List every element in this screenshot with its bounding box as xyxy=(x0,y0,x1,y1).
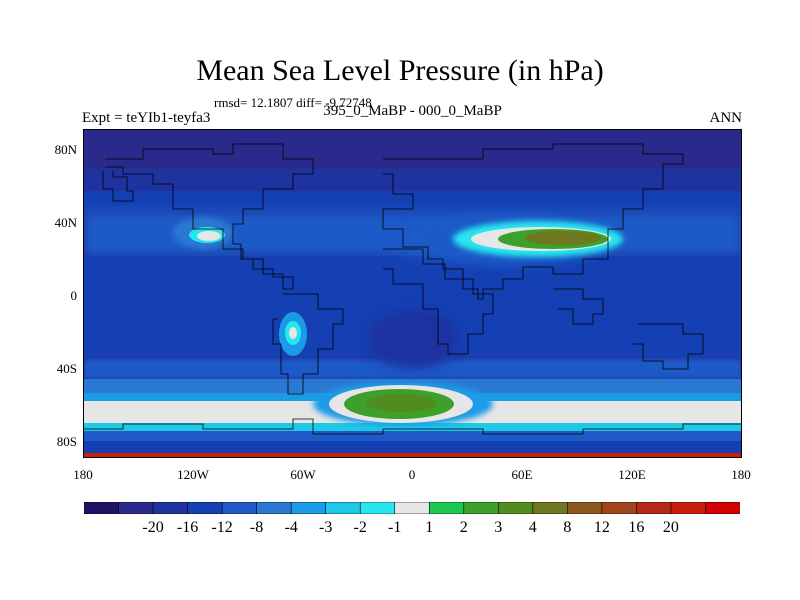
colorbar-level-label: -12 xyxy=(211,519,233,536)
lon-label-120e: 120E xyxy=(618,467,646,482)
colorbar-swatch xyxy=(532,502,569,514)
colorbar-swatch xyxy=(256,502,292,514)
colorbar-level-label: -4 xyxy=(284,519,298,536)
colorbar-level-label: -3 xyxy=(319,519,333,536)
colorbar-swatch xyxy=(290,502,327,514)
colorbar-swatch xyxy=(325,502,362,514)
pressure-map xyxy=(83,129,742,458)
map-title: Mean Sea Level Pressure (in hPa) xyxy=(196,54,604,87)
colorbar-swatch xyxy=(705,502,740,514)
colorbar-swatch xyxy=(394,502,431,514)
colorbar-level-label: 4 xyxy=(528,519,537,536)
experiment-label: Expt = teYIb1-teyfa3 xyxy=(82,110,211,126)
colorbar-swatch xyxy=(670,502,707,514)
lon-label-120w: 120W xyxy=(177,467,209,482)
colorbar-swatch xyxy=(567,502,603,514)
colorbar-swatch xyxy=(84,502,120,514)
season-label: ANN xyxy=(709,110,743,126)
colorbar xyxy=(84,502,740,514)
colorbar-level-label: -16 xyxy=(176,519,199,536)
colorbar-swatch xyxy=(428,502,465,514)
colorbar-level-label: -1 xyxy=(388,519,402,536)
lon-label-180w: 180 xyxy=(73,467,93,482)
map-subtitle: 395_0_MaBP - 000_0_MaBP xyxy=(323,103,502,119)
colorbar-swatch xyxy=(601,502,638,514)
colorbar-level-label: 16 xyxy=(628,519,645,536)
colorbar-swatch xyxy=(463,502,500,514)
colorbar-level-label: 3 xyxy=(494,519,503,536)
colorbar-level-label: 1 xyxy=(425,519,434,536)
lat-label-40n: 40N xyxy=(54,215,77,230)
colorbar-level-label: -20 xyxy=(142,519,164,536)
colorbar-swatch xyxy=(152,502,189,514)
colorbar-level-label: 8 xyxy=(563,519,572,536)
colorbar-swatch xyxy=(636,502,672,514)
lon-label-180e: 180 xyxy=(731,467,751,482)
colorbar-level-label: 12 xyxy=(593,519,610,536)
lon-label-0: 0 xyxy=(408,467,416,482)
colorbar-level-label: 20 xyxy=(662,519,679,536)
colorbar-level-label: -8 xyxy=(249,519,264,536)
colorbar-swatch xyxy=(498,502,534,514)
rmsd-diff-stats: rmsd= 12.1807 diff= -9.72748 xyxy=(214,95,372,110)
colorbar-level-label: 2 xyxy=(459,519,468,536)
colorbar-swatch xyxy=(187,502,223,514)
colorbar-swatch xyxy=(221,502,258,514)
colorbar-level-label: -2 xyxy=(353,519,367,536)
colorbar-swatch xyxy=(118,502,154,514)
lat-label-eq: 0 xyxy=(70,288,78,303)
lat-label-40s: 40S xyxy=(56,361,77,376)
colorbar-swatch xyxy=(359,502,396,514)
lat-label-80s: 80S xyxy=(56,434,77,449)
lon-label-60w: 60W xyxy=(290,467,316,482)
lon-label-60e: 60E xyxy=(511,467,533,482)
lat-label-80n: 80N xyxy=(54,142,77,157)
